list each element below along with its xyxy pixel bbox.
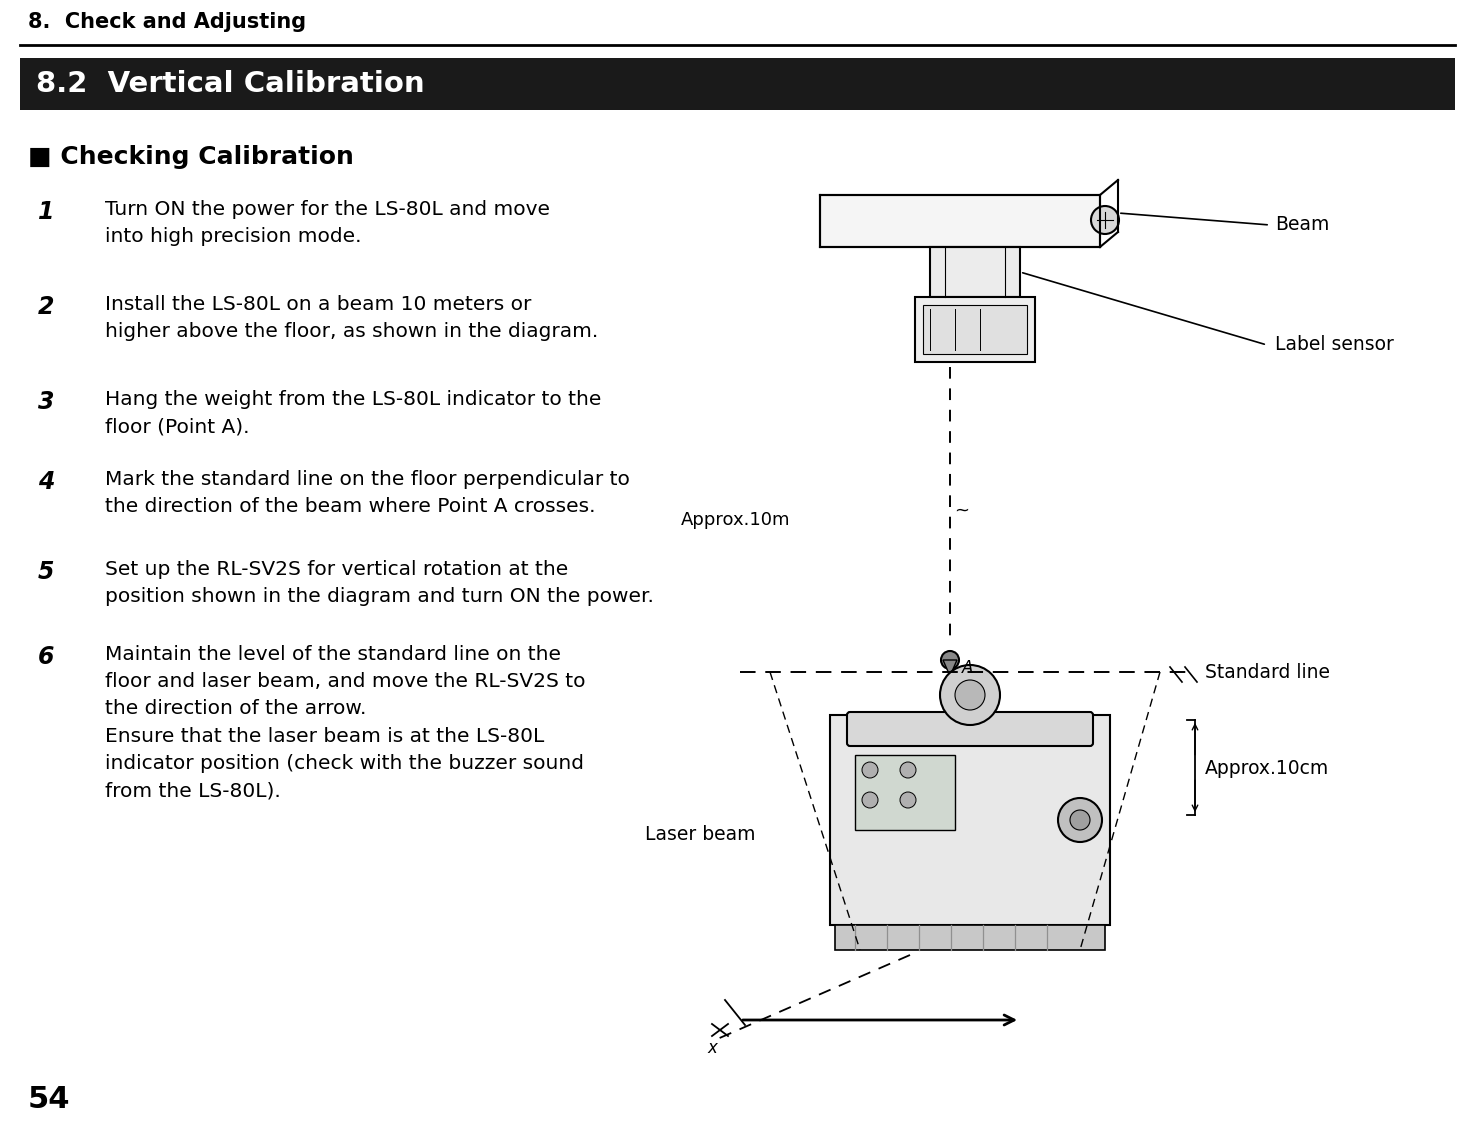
- Text: 4: 4: [38, 470, 55, 494]
- Text: Mark the standard line on the floor perpendicular to
the direction of the beam w: Mark the standard line on the floor perp…: [105, 470, 630, 516]
- Text: ~: ~: [954, 501, 969, 520]
- Circle shape: [861, 762, 878, 778]
- Circle shape: [1058, 798, 1102, 842]
- Bar: [830, 715, 1111, 925]
- Text: 8.  Check and Adjusting: 8. Check and Adjusting: [28, 12, 307, 32]
- Text: Install the LS-80L on a beam 10 meters or
higher above the floor, as shown in th: Install the LS-80L on a beam 10 meters o…: [105, 295, 599, 341]
- Text: Laser beam: Laser beam: [645, 825, 755, 844]
- Circle shape: [861, 792, 878, 808]
- Text: 2: 2: [38, 295, 55, 319]
- Bar: [923, 305, 1027, 354]
- Text: 54: 54: [28, 1086, 71, 1115]
- Polygon shape: [943, 660, 957, 676]
- Bar: [820, 195, 1100, 247]
- Circle shape: [1069, 811, 1090, 830]
- Circle shape: [900, 762, 916, 778]
- Bar: [855, 755, 954, 830]
- Bar: [914, 297, 1035, 362]
- Text: ■ Checking Calibration: ■ Checking Calibration: [28, 145, 354, 169]
- Text: 6: 6: [38, 645, 55, 669]
- Text: 5: 5: [38, 560, 55, 584]
- Circle shape: [900, 792, 916, 808]
- Bar: [835, 925, 1105, 950]
- Text: A: A: [962, 659, 974, 677]
- Circle shape: [941, 651, 959, 669]
- Text: Maintain the level of the standard line on the
floor and laser beam, and move th: Maintain the level of the standard line …: [105, 645, 586, 800]
- Text: Approx.10m: Approx.10m: [680, 511, 791, 529]
- Text: Set up the RL-SV2S for vertical rotation at the
position shown in the diagram an: Set up the RL-SV2S for vertical rotation…: [105, 560, 653, 607]
- Text: 8.2  Vertical Calibration: 8.2 Vertical Calibration: [35, 70, 425, 98]
- FancyBboxPatch shape: [847, 712, 1093, 746]
- Text: Turn ON the power for the LS-80L and move
into high precision mode.: Turn ON the power for the LS-80L and mov…: [105, 200, 550, 247]
- Text: 3: 3: [38, 391, 55, 414]
- Text: Beam: Beam: [1274, 215, 1329, 234]
- Text: Hang the weight from the LS-80L indicator to the
floor (Point A).: Hang the weight from the LS-80L indicato…: [105, 391, 602, 436]
- Circle shape: [940, 664, 1000, 724]
- Circle shape: [954, 680, 985, 710]
- Circle shape: [1092, 206, 1120, 234]
- Text: x: x: [707, 1039, 717, 1057]
- Bar: [21, 58, 1454, 110]
- Text: Approx.10cm: Approx.10cm: [1205, 758, 1329, 778]
- Bar: [931, 247, 1021, 297]
- Text: Label sensor: Label sensor: [1274, 335, 1394, 354]
- Text: Standard line: Standard line: [1205, 662, 1330, 681]
- Text: 1: 1: [38, 200, 55, 224]
